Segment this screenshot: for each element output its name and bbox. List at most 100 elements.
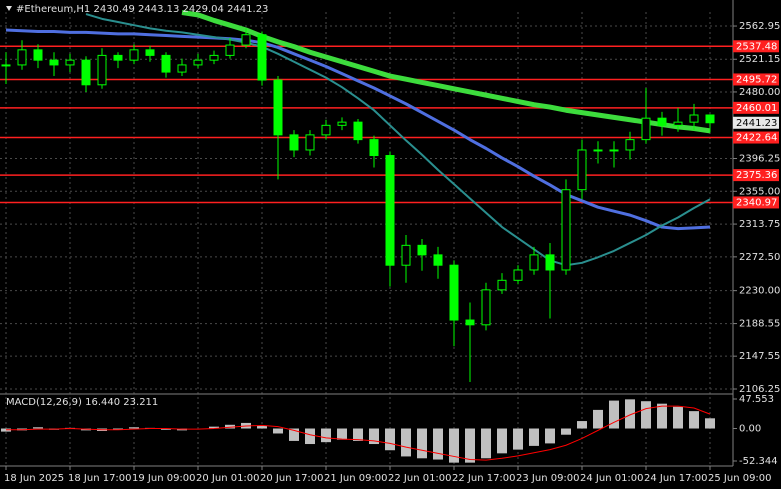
macd-bar (641, 401, 651, 429)
candle-body (369, 139, 379, 157)
level-label: 2537.48 (736, 41, 777, 52)
x-tick-label: 25 Jun 09:00 (708, 473, 772, 484)
macd-bar (433, 428, 443, 460)
candle-body (577, 149, 587, 191)
candle-body (513, 269, 523, 281)
moving-average (85, 13, 711, 267)
candle-body (625, 139, 635, 151)
macd-bar (465, 428, 475, 463)
y-tick-label: 2521.15 (739, 54, 780, 65)
x-tick-label: 24 Jun 17:00 (644, 473, 708, 484)
level-label: 2495.72 (736, 74, 777, 85)
macd-bar (497, 428, 507, 454)
candle-body (433, 254, 443, 266)
candle-body (705, 114, 715, 124)
x-tick-label: 21 Jun 09:00 (324, 473, 388, 484)
x-tick-label: 24 Jun 01:00 (580, 473, 644, 484)
candle-body (113, 54, 123, 61)
y-tick-label: 2396.25 (739, 154, 780, 165)
candle-body (305, 134, 315, 151)
level-label-box (733, 169, 779, 182)
candle-body (593, 149, 603, 152)
macd-bar (369, 428, 379, 445)
candle-body (673, 121, 683, 126)
candle-body (97, 54, 107, 86)
macd-bar (673, 406, 683, 429)
y-tick-label: 2355.00 (739, 186, 780, 197)
candle-body (529, 254, 539, 271)
x-tick-label: 18 Jun 17:00 (68, 473, 132, 484)
x-tick-label: 22 Jun 17:00 (452, 473, 516, 484)
candle-body (657, 117, 667, 126)
y-tick-label: 2272.50 (739, 252, 780, 263)
macd-bar (161, 428, 171, 430)
level-label-box (733, 196, 779, 209)
macd-bar (417, 428, 427, 459)
x-tick-label: 23 Jun 09:00 (516, 473, 580, 484)
candle-body (497, 279, 507, 291)
macd-bar (657, 403, 667, 429)
macd-signal (6, 405, 711, 461)
macd-bar (401, 428, 411, 457)
macd-bar (209, 426, 219, 429)
candle-body (481, 289, 491, 326)
candle-body (465, 319, 475, 326)
moving-average (181, 10, 711, 134)
menu-arrow[interactable] (6, 6, 12, 11)
level-label-box (733, 73, 779, 86)
macd-bar (353, 428, 363, 441)
candle-body (289, 134, 299, 151)
chart-title: #Ethereum,H1 2430.49 2443.13 2429.04 244… (16, 4, 268, 15)
y-tick-label: 2562.95 (739, 21, 780, 32)
candle-body (321, 124, 331, 136)
macd-bar (337, 428, 347, 440)
macd-bar (129, 427, 139, 429)
y-tick-label: 2106.25 (739, 384, 780, 395)
level-label: 2422.64 (736, 133, 777, 144)
macd-bar (449, 428, 459, 463)
y-tick-label: 47.553 (739, 394, 774, 405)
last-price-box (733, 116, 779, 129)
y-tick-label: 2230.00 (739, 286, 780, 297)
candle-body (641, 117, 651, 141)
candle-body (241, 34, 251, 46)
macd-bar (705, 418, 715, 429)
y-tick-label: 2313.75 (739, 219, 780, 230)
level-label-box (733, 101, 779, 114)
x-tick-label: 20 Jun 17:00 (260, 473, 324, 484)
candle-body (401, 244, 411, 266)
macd-bar (545, 428, 555, 444)
x-tick-label: 20 Jun 01:00 (196, 473, 260, 484)
candle-body (561, 189, 571, 271)
candle-body (177, 64, 187, 73)
macd-bar (257, 426, 267, 429)
macd-bar (321, 428, 331, 443)
candle-body (65, 59, 75, 66)
y-tick-label: -52.344 (739, 456, 778, 467)
candle-body (17, 49, 27, 66)
y-tick-label: 2188.55 (739, 319, 780, 330)
candle-body (385, 155, 395, 266)
macd-bar (561, 428, 571, 435)
macd-bar (225, 424, 235, 429)
candle-body (689, 114, 699, 123)
candle-body (49, 59, 59, 66)
moving-average (5, 28, 711, 231)
macd-bar (289, 428, 299, 441)
macd-bar (305, 428, 315, 445)
macd-bar (513, 428, 523, 450)
candle-body (33, 49, 43, 61)
y-tick-label: 2147.55 (739, 351, 780, 362)
candle-body (209, 54, 219, 61)
macd-bar (577, 421, 587, 429)
candle-body (353, 121, 363, 141)
macd-bar (529, 428, 539, 446)
candle-body (417, 244, 427, 256)
x-tick-label: 22 Jun 01:00 (388, 473, 452, 484)
macd-bar (385, 428, 395, 451)
candle-body (257, 34, 267, 81)
candle-body (81, 59, 91, 86)
candle-body (1, 64, 11, 67)
macd-bar (481, 428, 491, 459)
